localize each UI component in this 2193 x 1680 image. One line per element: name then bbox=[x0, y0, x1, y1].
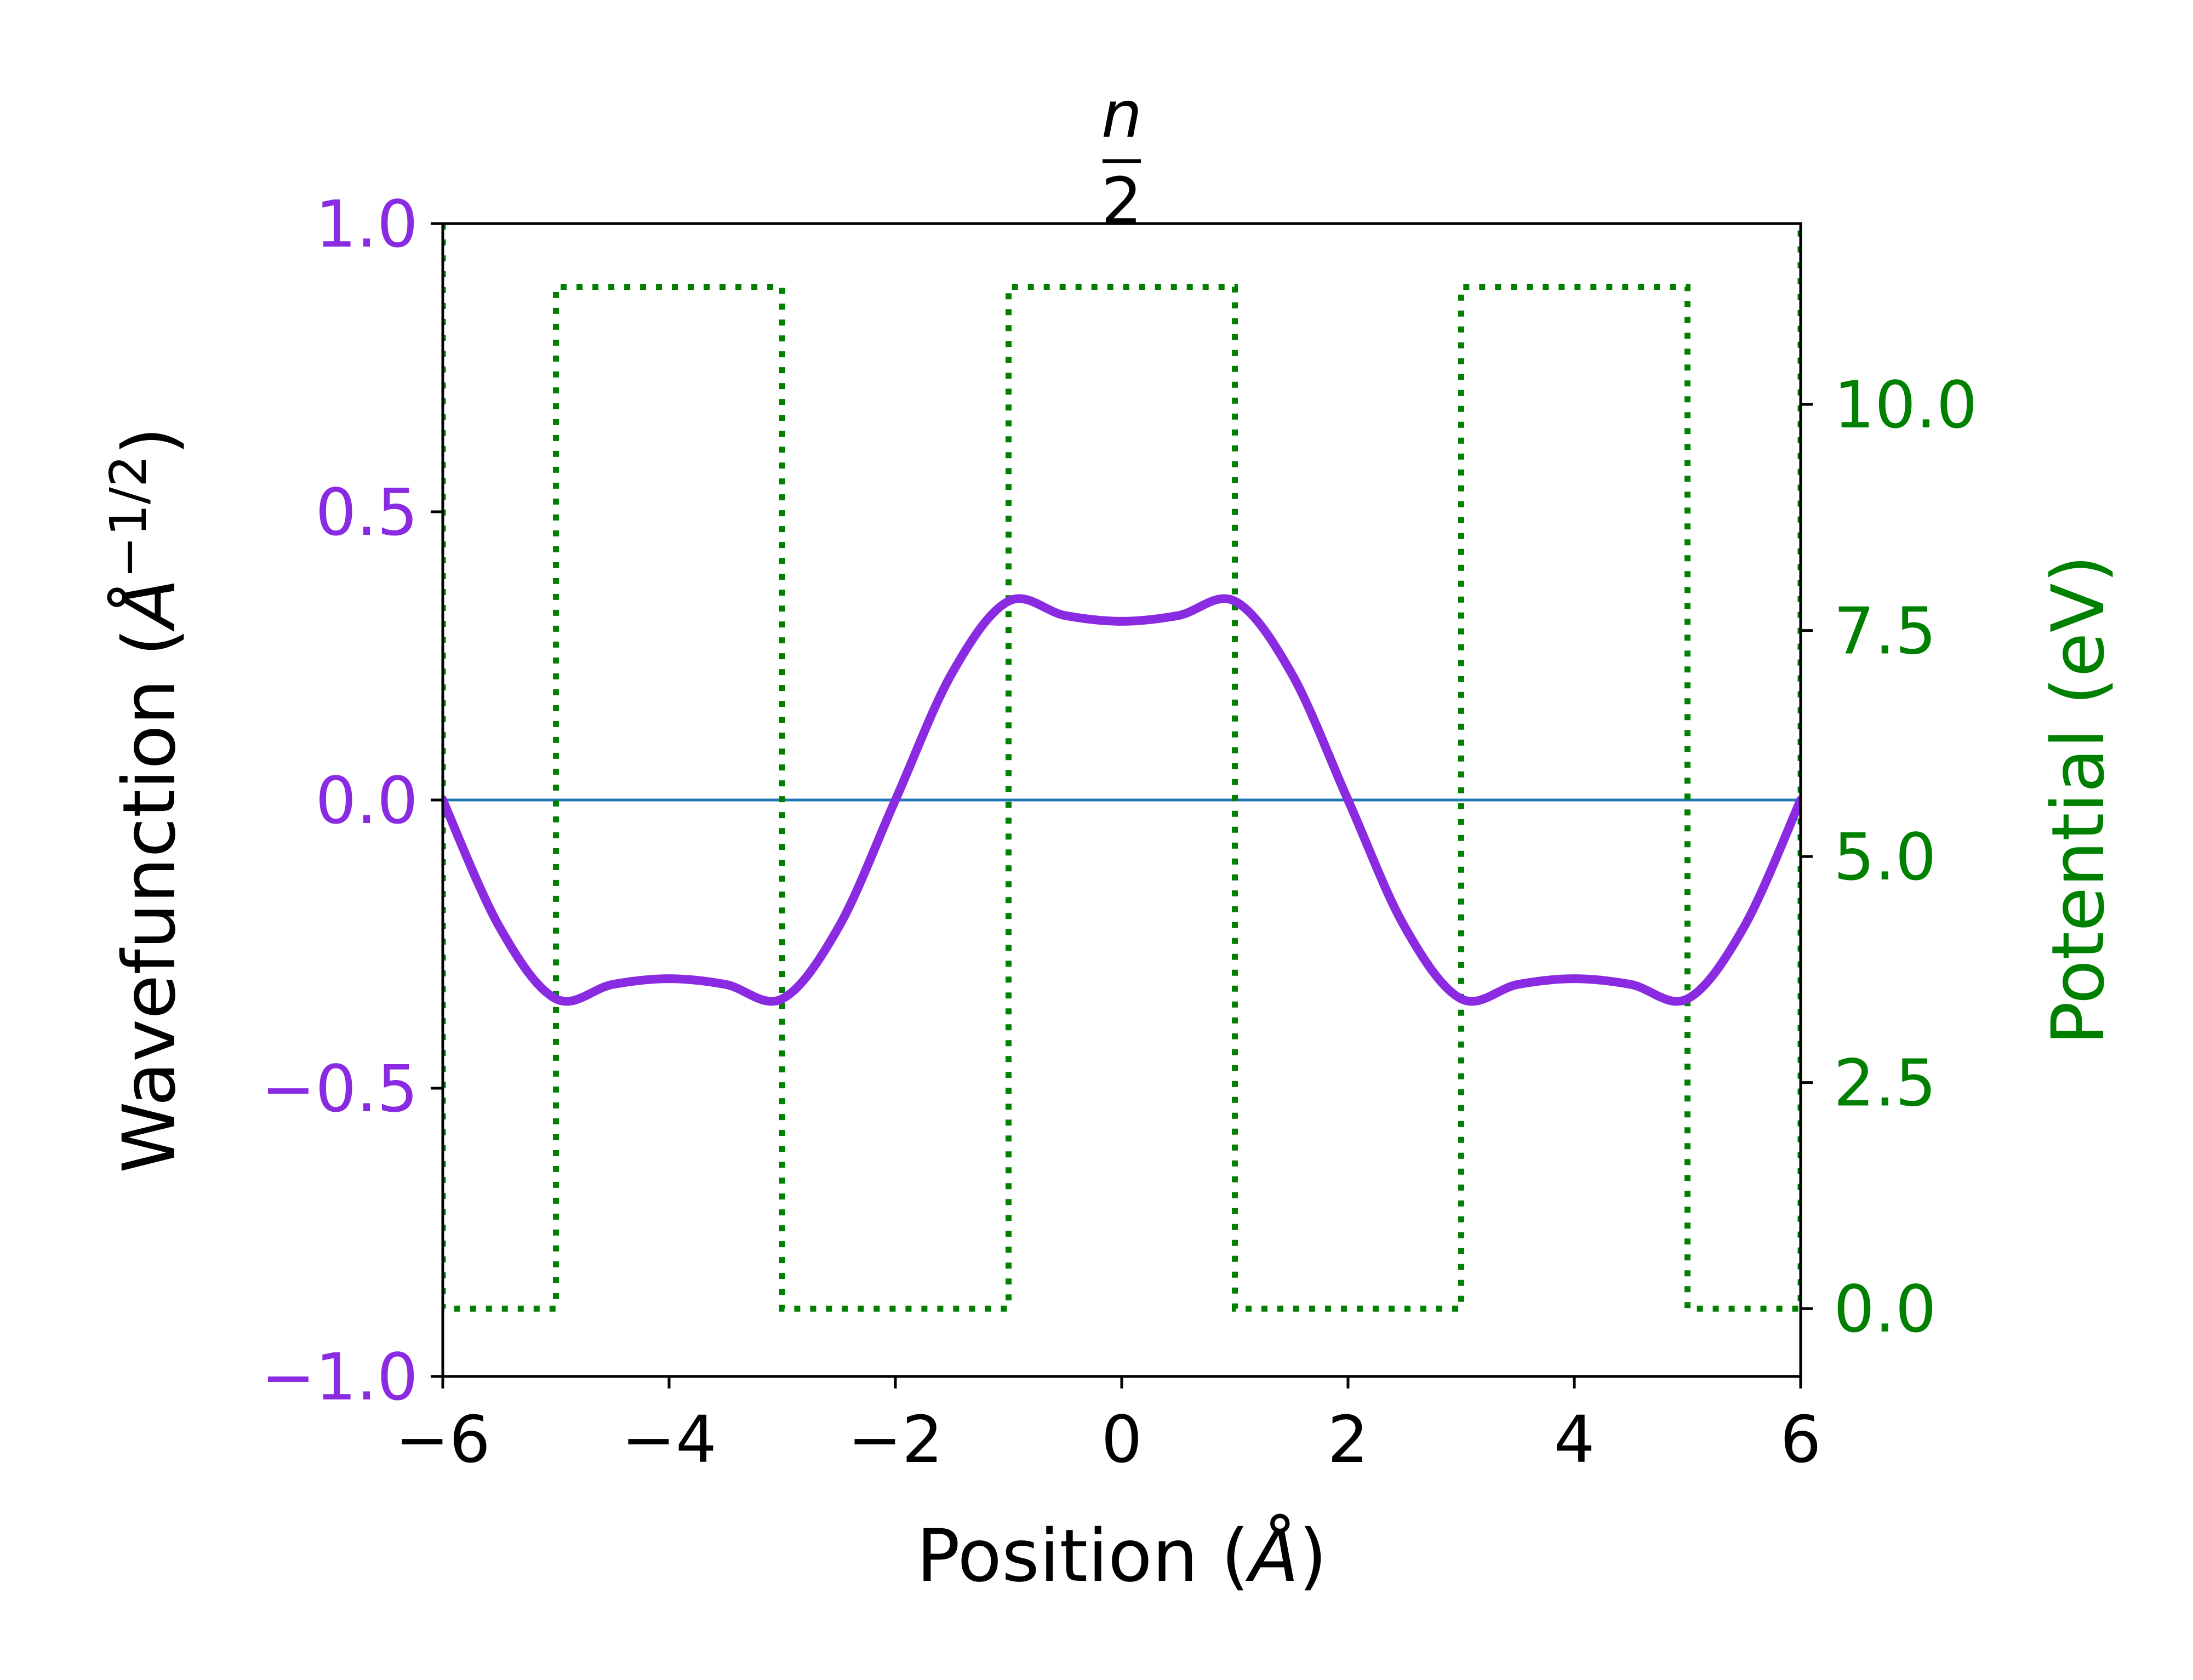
series-layer bbox=[443, 224, 1801, 1312]
x-tick-label: −4 bbox=[621, 1402, 717, 1477]
chart-title-denominator: 2 bbox=[1101, 163, 1142, 239]
x-tick-label: 0 bbox=[1101, 1402, 1142, 1477]
y-right-tick-label: 7.5 bbox=[1834, 593, 1937, 669]
potential-line bbox=[443, 224, 1801, 1312]
y-left-tick-label: 1.0 bbox=[315, 186, 418, 262]
x-axis-label-suffix: ) bbox=[1299, 1514, 1327, 1598]
y-left-tick-label: 0.0 bbox=[315, 763, 418, 838]
y-left-axis-label-suffix: ) bbox=[107, 427, 192, 455]
x-axis-label-prefix: Position ( bbox=[916, 1514, 1249, 1598]
x-tick-label: −6 bbox=[395, 1402, 490, 1477]
x-axis-ticks: −6 −4 −2 0 2 4 6 bbox=[395, 1376, 1821, 1477]
y-right-tick-label: 10.0 bbox=[1834, 367, 1978, 443]
x-tick-label: 6 bbox=[1780, 1402, 1821, 1477]
y-right-tick-label: 2.5 bbox=[1834, 1045, 1937, 1121]
wavefunction-line bbox=[443, 594, 1801, 1006]
y-right-tick-label: 5.0 bbox=[1834, 819, 1937, 895]
x-tick-label: 2 bbox=[1327, 1402, 1368, 1477]
y-right-axis-label: Potential (eV) bbox=[2036, 555, 2121, 1045]
y-left-axis-label-exponent: −1/2 bbox=[99, 455, 158, 579]
x-tick-label: 4 bbox=[1554, 1402, 1595, 1477]
x-tick-label: −2 bbox=[848, 1402, 943, 1477]
chart-title-numerator: n bbox=[1101, 77, 1143, 152]
y-right-axis-ticks: 0.0 2.5 5.0 7.5 10.0 bbox=[1801, 367, 1978, 1347]
y-left-axis-label-unit: Å bbox=[107, 579, 192, 632]
y-left-axis-label-prefix: Wavefunction ( bbox=[107, 628, 192, 1173]
x-axis-label-unit: Å bbox=[1245, 1513, 1299, 1598]
x-axis-label: Position (Å) bbox=[916, 1513, 1327, 1598]
y-left-axis-ticks: −1.0 −0.5 0.0 0.5 1.0 bbox=[261, 186, 443, 1415]
y-left-axis-label: Wavefunction (Å−1/2) bbox=[99, 427, 192, 1173]
y-left-tick-label: 0.5 bbox=[315, 475, 418, 550]
y-left-tick-label: −0.5 bbox=[261, 1051, 418, 1127]
y-left-tick-label: −1.0 bbox=[261, 1339, 418, 1415]
chart-title: n 2 bbox=[1101, 77, 1142, 239]
y-right-tick-label: 0.0 bbox=[1834, 1271, 1937, 1347]
